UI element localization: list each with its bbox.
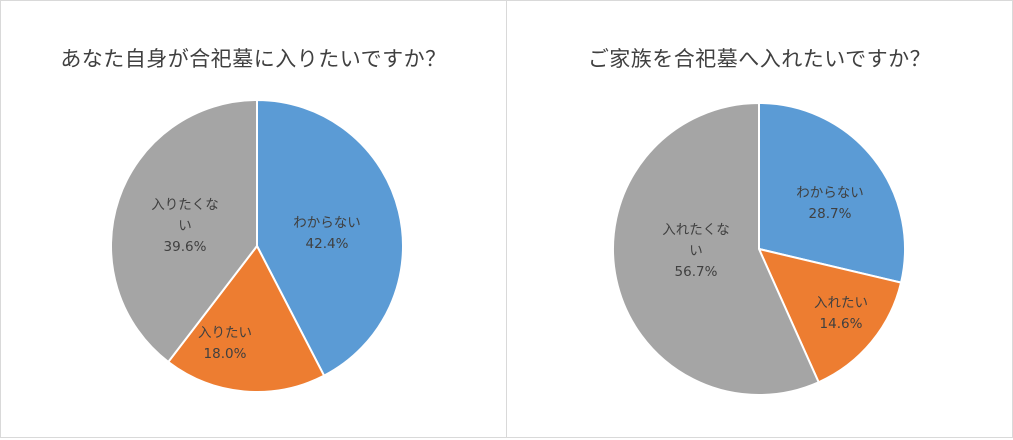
pie-slice-1-2 [612,101,820,396]
slice-value-0-1: 18.0% [204,346,247,362]
slice-label-0-2: 入りたくない 39.6% [151,197,219,255]
pie-slice-0-2 [110,98,258,364]
pie-slice-0-1 [166,244,326,393]
chart-panel-left: あなた自身が合祀墓に入りたいですか？ わからない 42.4% 入りたい 18.0% 入り… [0,0,507,438]
pie-slice-0-0 [256,98,404,378]
chart-title-left: あなた自身が合祀墓に入りたいですか？ [60,47,447,71]
chart-panel-right: ご家族を合祀墓へ入れたいですか？ わからない 28.7% 入れたい 14.6% 入れたく… [506,0,1013,438]
slice-value-1-2: 56.7% [675,264,718,280]
pie-slice-1-0 [758,101,906,284]
pie-chart-right: わからない 28.7% 入れたい 14.6% 入れたくない 56.7% [612,101,906,396]
slice-label-1-1: 入れたい 14.6% [814,295,868,332]
slice-label-0-0: わからない 42.4% [293,215,361,252]
pie-chart-left: わからない 42.4% 入りたい 18.0% 入りたくない 39.6% [110,98,404,393]
pie-slice-1-1 [757,247,903,384]
slice-label-1-0: わからない 28.7% [796,185,864,222]
slice-value-1-0: 28.7% [809,206,852,222]
slice-value-1-1: 14.6% [820,316,863,332]
chart-title-right: ご家族を合祀墓へ入れたいですか？ [587,47,932,71]
slice-label-1-2: 入れたくない 56.7% [662,222,730,280]
slice-value-0-0: 42.4% [306,236,349,252]
slice-value-0-2: 39.6% [164,239,207,255]
slice-label-0-1: 入りたい 18.0% [198,325,252,362]
